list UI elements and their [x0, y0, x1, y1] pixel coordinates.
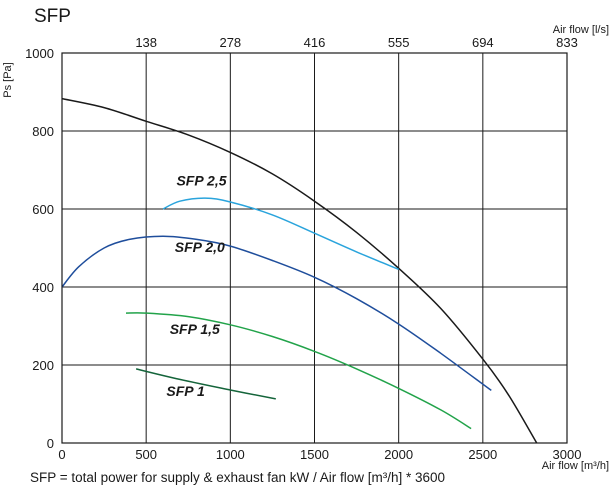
top-x-tick-label: 555: [388, 35, 410, 50]
x-tick-label: 2000: [384, 447, 413, 462]
series-line-sfp-2-0: [61, 235, 492, 392]
series-label-sfp-1-5: SFP 1,5: [170, 321, 220, 337]
top-x-tick-label: 278: [219, 35, 241, 50]
x-tick-label: 1000: [216, 447, 245, 462]
series-labels: SFP 2,5 SFP 2,0 SFP 1,5 SFP 1: [166, 173, 226, 400]
grid: [62, 53, 567, 443]
top-x-axis-label: Air flow [l/s]: [553, 24, 609, 36]
series-lines: [61, 97, 538, 444]
x-tick-label: 3000: [553, 447, 582, 462]
y-tick-label: 400: [32, 280, 54, 295]
x-tick-label: 500: [135, 447, 157, 462]
x-tick-label: 2500: [468, 447, 497, 462]
x-tick-label: 0: [58, 447, 65, 462]
series-line-fan-curve: [61, 97, 538, 444]
series-line-sfp-2-5: [162, 197, 399, 271]
x-tick-label: 1500: [300, 447, 329, 462]
y-tick-label: 800: [32, 124, 54, 139]
series-label-sfp-1: SFP 1: [166, 383, 205, 399]
series-line-sfp-1: [135, 368, 276, 400]
chart-title: SFP: [34, 6, 71, 27]
y-tick-label: 600: [32, 202, 54, 217]
series-label-sfp-2-0: SFP 2,0: [175, 239, 225, 255]
series-label-sfp-2-5: SFP 2,5: [176, 173, 226, 189]
top-x-tick-label: 694: [472, 35, 494, 50]
top-x-tick-label: 416: [304, 35, 326, 50]
series-line-sfp-1-5: [125, 312, 472, 430]
top-x-tick-labels: 138 278 416 555 694 833: [135, 35, 578, 50]
y-axis-label: Ps [Pa]: [2, 62, 14, 97]
x-axis-label: Air flow [m³/h]: [542, 460, 609, 472]
y-tick-label: 1000: [25, 46, 54, 61]
y-tick-label: 200: [32, 358, 54, 373]
y-tick-labels: 0 200 400 600 800 1000: [25, 46, 54, 451]
top-x-tick-label: 833: [556, 35, 578, 50]
top-x-tick-label: 138: [135, 35, 157, 50]
y-tick-label: 0: [47, 436, 54, 451]
x-tick-labels: 0 500 1000 1500 2000 2500 3000: [58, 447, 581, 462]
plot-frame: [61, 52, 568, 444]
footnote: SFP = total power for supply & exhaust f…: [30, 470, 445, 485]
